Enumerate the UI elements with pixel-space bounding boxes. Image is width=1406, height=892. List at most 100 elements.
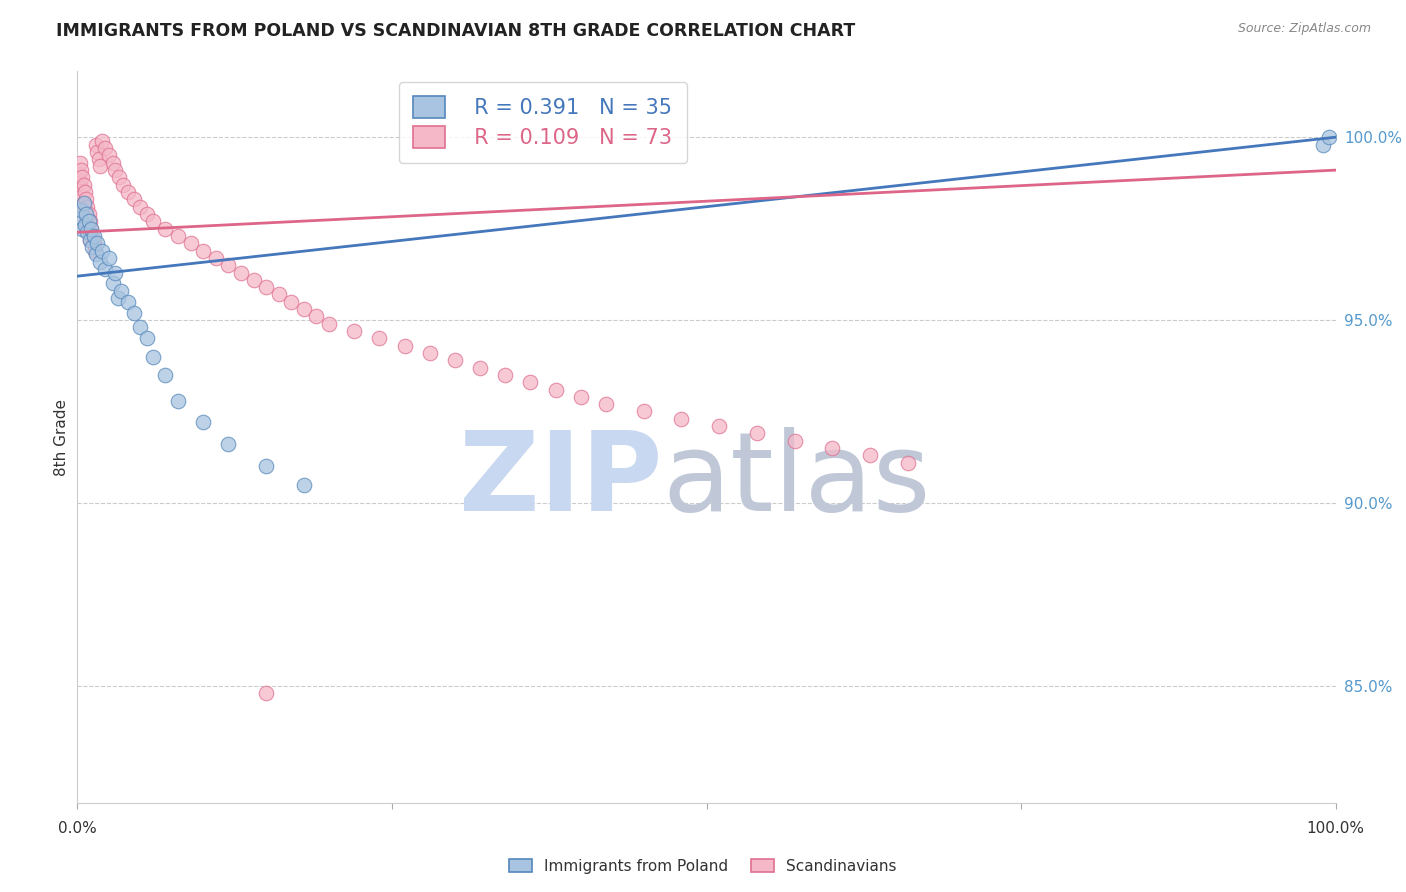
Legend:   R = 0.391   N = 35,   R = 0.109   N = 73: R = 0.391 N = 35, R = 0.109 N = 73	[399, 82, 688, 162]
Point	[129, 200, 152, 214]
Point	[305, 310, 328, 324]
Point	[70, 163, 93, 178]
Text: Source: ZipAtlas.com: Source: ZipAtlas.com	[1237, 22, 1371, 36]
Point	[117, 294, 139, 309]
Point	[83, 236, 105, 251]
Point	[76, 225, 98, 239]
Point	[595, 397, 617, 411]
Point	[394, 339, 416, 353]
Point	[70, 181, 93, 195]
Point	[142, 214, 165, 228]
Point	[79, 233, 101, 247]
Point	[155, 221, 177, 235]
Text: 100.0%: 100.0%	[1306, 822, 1365, 836]
Y-axis label: 8th Grade: 8th Grade	[53, 399, 69, 475]
Legend: Immigrants from Poland, Scandinavians: Immigrants from Poland, Scandinavians	[503, 853, 903, 880]
Point	[70, 203, 93, 218]
Point	[444, 353, 467, 368]
Point	[69, 174, 91, 188]
Point	[83, 229, 105, 244]
Point	[117, 185, 139, 199]
Point	[75, 211, 97, 225]
Point	[77, 207, 100, 221]
Point	[267, 287, 290, 301]
Point	[101, 277, 124, 291]
Point	[75, 193, 97, 207]
Point	[73, 218, 96, 232]
Point	[77, 214, 100, 228]
Point	[122, 306, 145, 320]
Point	[318, 317, 340, 331]
Point	[72, 178, 94, 192]
Point	[72, 188, 94, 202]
Point	[73, 185, 96, 199]
Point	[1319, 130, 1341, 145]
Point	[79, 233, 101, 247]
Point	[129, 320, 152, 334]
Point	[897, 456, 920, 470]
Point	[69, 155, 91, 169]
Point	[108, 170, 131, 185]
Point	[84, 247, 107, 261]
Point	[104, 163, 127, 178]
Point	[217, 258, 239, 272]
Point	[142, 350, 165, 364]
Point	[292, 302, 315, 317]
Point	[494, 368, 516, 382]
Point	[821, 441, 844, 455]
Point	[783, 434, 806, 448]
Point	[101, 155, 124, 169]
Point	[82, 240, 104, 254]
Point	[671, 411, 693, 425]
Point	[419, 346, 441, 360]
Point	[191, 416, 215, 430]
Point	[72, 196, 94, 211]
Point	[79, 214, 101, 228]
Text: ZIP: ZIP	[460, 427, 662, 534]
Point	[111, 178, 134, 192]
Point	[135, 207, 157, 221]
Point	[544, 383, 567, 397]
Point	[633, 404, 655, 418]
Point	[343, 324, 366, 338]
Point	[86, 236, 108, 251]
Point	[76, 218, 98, 232]
Point	[72, 170, 94, 185]
Point	[468, 360, 491, 375]
Point	[204, 251, 226, 265]
Point	[77, 225, 100, 239]
Point	[155, 368, 177, 382]
Point	[254, 459, 277, 474]
Point	[180, 236, 202, 251]
Point	[76, 200, 98, 214]
Point	[89, 254, 111, 268]
Point	[73, 203, 96, 218]
Point	[1312, 137, 1334, 152]
Point	[745, 426, 768, 441]
Point	[368, 331, 391, 345]
Point	[569, 390, 592, 404]
Point	[167, 229, 190, 244]
Point	[859, 448, 882, 462]
Point	[84, 137, 107, 152]
Point	[104, 266, 127, 280]
Point	[69, 211, 91, 225]
Point	[135, 331, 157, 345]
Point	[80, 221, 103, 235]
Text: 0.0%: 0.0%	[58, 822, 97, 836]
Point	[107, 291, 129, 305]
Point	[97, 251, 120, 265]
Point	[86, 145, 108, 159]
Point	[229, 266, 252, 280]
Point	[67, 167, 90, 181]
Point	[89, 160, 111, 174]
Point	[217, 437, 239, 451]
Point	[82, 229, 104, 244]
Text: atlas: atlas	[662, 427, 931, 534]
Point	[91, 244, 114, 258]
Point	[75, 207, 97, 221]
Point	[254, 280, 277, 294]
Point	[84, 244, 107, 258]
Point	[110, 284, 132, 298]
Point	[707, 419, 730, 434]
